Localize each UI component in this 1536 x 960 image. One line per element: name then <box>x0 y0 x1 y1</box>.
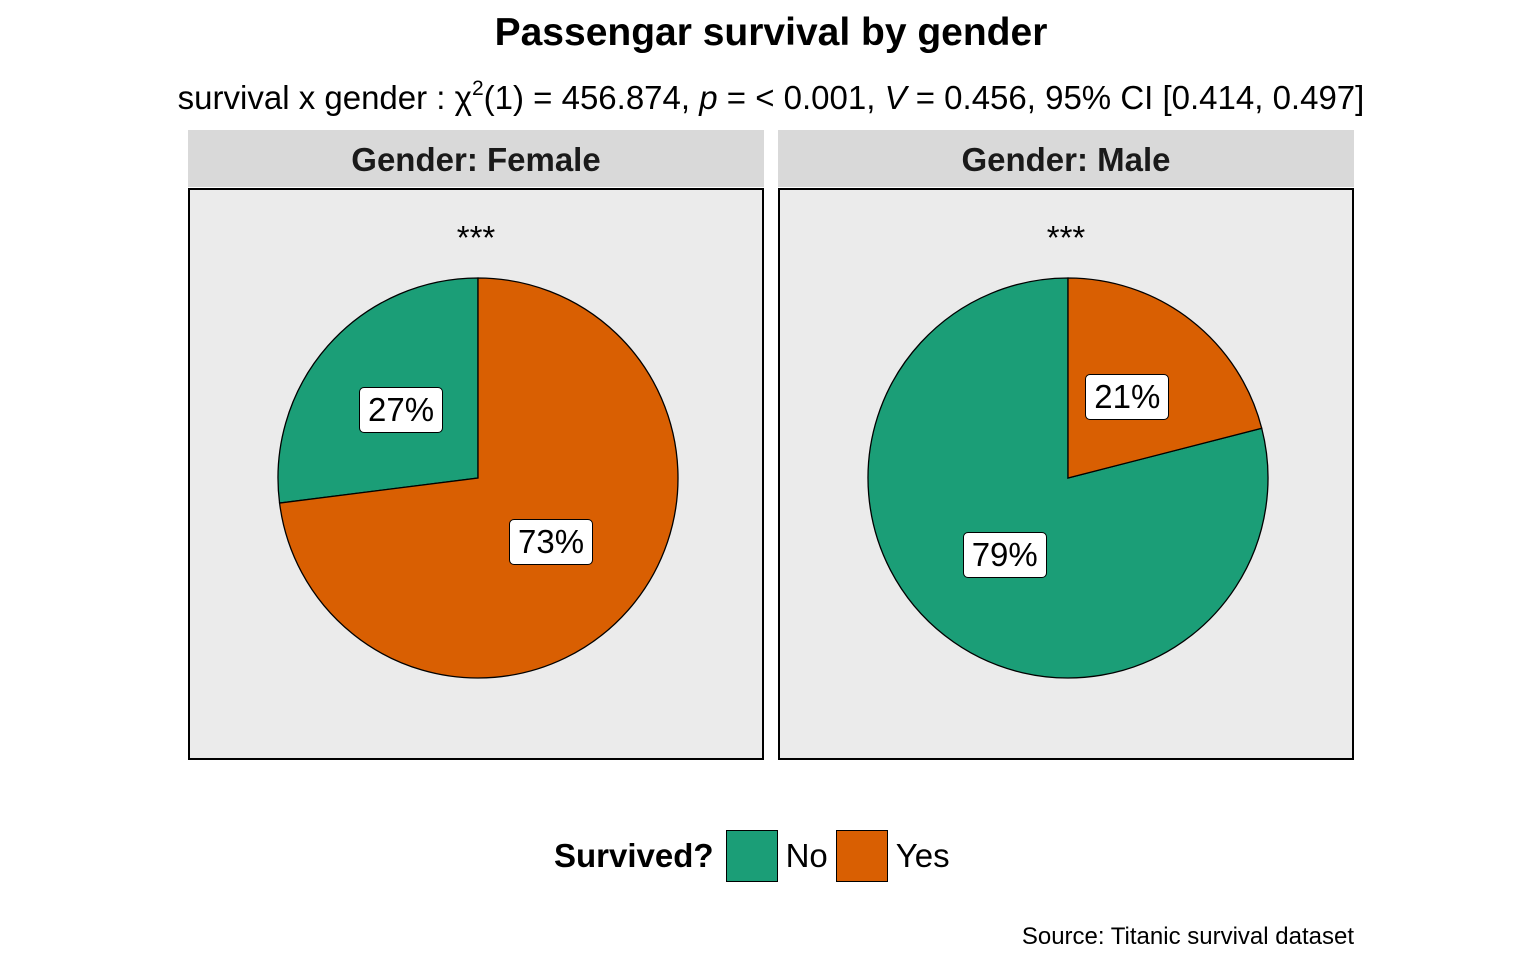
pie-male <box>867 277 1269 679</box>
legend-label-yes: Yes <box>895 837 950 874</box>
strip-female: Gender: Female <box>188 130 764 187</box>
panel-male <box>778 188 1354 760</box>
legend: Survived? No Yes <box>554 828 958 884</box>
legend-title: Survived? <box>554 837 714 874</box>
subtitle-stat-symbol: χ <box>454 79 472 116</box>
significance-female: *** <box>456 219 496 256</box>
significance-male: *** <box>1046 219 1086 256</box>
pie-female <box>277 277 679 679</box>
chart-title: Passengar survival by gender <box>494 11 1048 54</box>
strip-male: Gender: Male <box>778 130 1354 187</box>
subtitle-p-text: = < 0.001, <box>717 79 885 116</box>
subtitle-v-text: = 0.456, 95% CI [0.414, 0.497] <box>906 79 1365 116</box>
slice-label-male-no: 79% <box>962 532 1047 578</box>
chart-caption: Source: Titanic survival dataset <box>1021 923 1354 950</box>
pie-slice-female-yes <box>278 277 679 679</box>
legend-swatch-yes <box>835 830 888 882</box>
subtitle-prefix: survival x gender : <box>177 79 455 116</box>
subtitle-stat-exponent: 2 <box>471 77 484 100</box>
subtitle-p-symbol: p <box>699 79 718 116</box>
slice-label-female-no: 27% <box>358 386 444 433</box>
slice-label-female-yes: 73% <box>509 519 594 566</box>
legend-swatch-no <box>725 830 778 882</box>
panel-female <box>188 188 764 760</box>
legend-label-no: No <box>785 837 828 874</box>
subtitle-v-symbol: V <box>884 79 907 116</box>
slice-label-male-yes: 21% <box>1085 373 1170 420</box>
chart-subtitle: survival x gender : χ2(1) = 456.874, p =… <box>0 76 1536 120</box>
subtitle-df: (1) = 456.874, <box>483 79 700 116</box>
